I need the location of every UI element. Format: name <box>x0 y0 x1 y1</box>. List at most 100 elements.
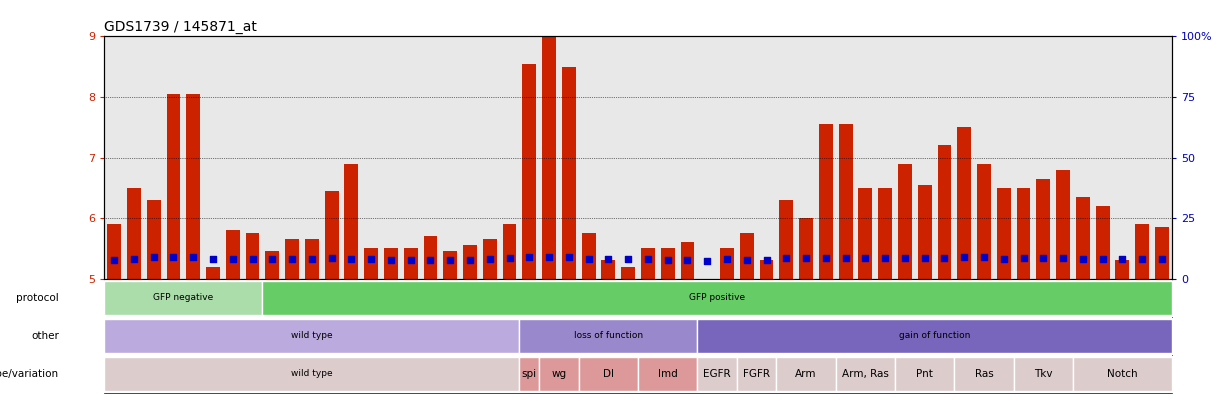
Point <box>440 256 460 263</box>
Point <box>658 257 677 264</box>
Bar <box>483 239 497 279</box>
Point <box>223 256 243 262</box>
FancyBboxPatch shape <box>777 357 836 391</box>
Bar <box>523 64 536 279</box>
Bar <box>740 233 753 279</box>
Point <box>935 254 955 261</box>
Point <box>401 257 421 263</box>
Point <box>1093 256 1113 262</box>
Point <box>677 257 697 264</box>
FancyBboxPatch shape <box>1014 357 1072 391</box>
Bar <box>265 252 280 279</box>
Text: wild type: wild type <box>291 331 333 340</box>
Bar <box>1037 179 1050 279</box>
Point <box>974 254 994 261</box>
Bar <box>1056 170 1070 279</box>
Bar <box>879 188 892 279</box>
FancyBboxPatch shape <box>955 357 1014 391</box>
FancyBboxPatch shape <box>104 281 263 315</box>
Bar <box>760 260 773 279</box>
FancyBboxPatch shape <box>697 319 1172 353</box>
Point <box>638 256 658 262</box>
FancyBboxPatch shape <box>263 281 1172 315</box>
Text: Notch: Notch <box>1107 369 1137 379</box>
Bar <box>779 200 793 279</box>
Bar <box>640 248 655 279</box>
Point <box>836 254 855 261</box>
Point <box>204 256 223 262</box>
Point <box>1113 256 1133 262</box>
FancyBboxPatch shape <box>539 357 579 391</box>
Bar <box>839 124 853 279</box>
Point <box>875 255 894 261</box>
Bar <box>226 230 239 279</box>
Point <box>697 258 717 265</box>
Text: EGFR: EGFR <box>703 369 731 379</box>
Point <box>1072 256 1092 262</box>
Point <box>777 255 796 262</box>
Bar <box>503 224 517 279</box>
Bar <box>167 94 180 279</box>
FancyBboxPatch shape <box>737 357 777 391</box>
Bar <box>404 248 417 279</box>
Point <box>263 255 282 262</box>
Point <box>282 256 302 262</box>
Point <box>321 255 341 262</box>
Text: GDS1739 / 145871_at: GDS1739 / 145871_at <box>104 20 258 34</box>
Point <box>421 256 440 263</box>
Point <box>816 254 836 261</box>
Bar <box>147 200 161 279</box>
Bar <box>957 127 971 279</box>
Point <box>855 255 875 261</box>
Bar <box>128 188 141 279</box>
Point <box>757 257 777 263</box>
Bar <box>1076 197 1090 279</box>
FancyBboxPatch shape <box>697 357 737 391</box>
Bar <box>443 252 458 279</box>
Point <box>915 255 935 261</box>
Bar <box>1017 188 1031 279</box>
Bar <box>818 124 833 279</box>
Bar <box>187 94 200 279</box>
Point <box>1152 256 1172 262</box>
Bar <box>996 188 1011 279</box>
Bar <box>562 67 575 279</box>
FancyBboxPatch shape <box>519 319 697 353</box>
Text: loss of function: loss of function <box>574 331 643 340</box>
Bar <box>463 245 477 279</box>
Bar <box>977 164 991 279</box>
Point <box>519 254 539 260</box>
Text: Arm: Arm <box>795 369 817 379</box>
Text: spi: spi <box>521 369 537 379</box>
Point <box>243 256 263 262</box>
Text: FGFR: FGFR <box>744 369 771 379</box>
Point <box>499 255 519 261</box>
Point <box>382 257 401 263</box>
Text: GFP negative: GFP negative <box>153 293 213 302</box>
Bar <box>206 266 220 279</box>
FancyBboxPatch shape <box>1072 357 1172 391</box>
Point <box>460 257 480 264</box>
Text: GFP positive: GFP positive <box>690 293 745 302</box>
FancyBboxPatch shape <box>104 357 519 391</box>
Text: Imd: Imd <box>658 369 677 379</box>
Bar <box>937 145 951 279</box>
Bar <box>285 239 299 279</box>
Bar <box>384 248 398 279</box>
Bar <box>799 218 814 279</box>
Point <box>1033 255 1053 262</box>
Bar <box>1155 227 1169 279</box>
Point <box>124 256 144 262</box>
Bar <box>859 188 872 279</box>
Bar <box>107 224 121 279</box>
FancyBboxPatch shape <box>836 357 894 391</box>
Point <box>361 256 380 262</box>
Text: Pnt: Pnt <box>917 369 933 379</box>
Bar <box>918 185 931 279</box>
FancyBboxPatch shape <box>579 357 638 391</box>
Point <box>994 255 1014 262</box>
Bar <box>542 36 556 279</box>
Bar <box>601 260 615 279</box>
Point <box>539 254 558 260</box>
Bar <box>1115 260 1129 279</box>
